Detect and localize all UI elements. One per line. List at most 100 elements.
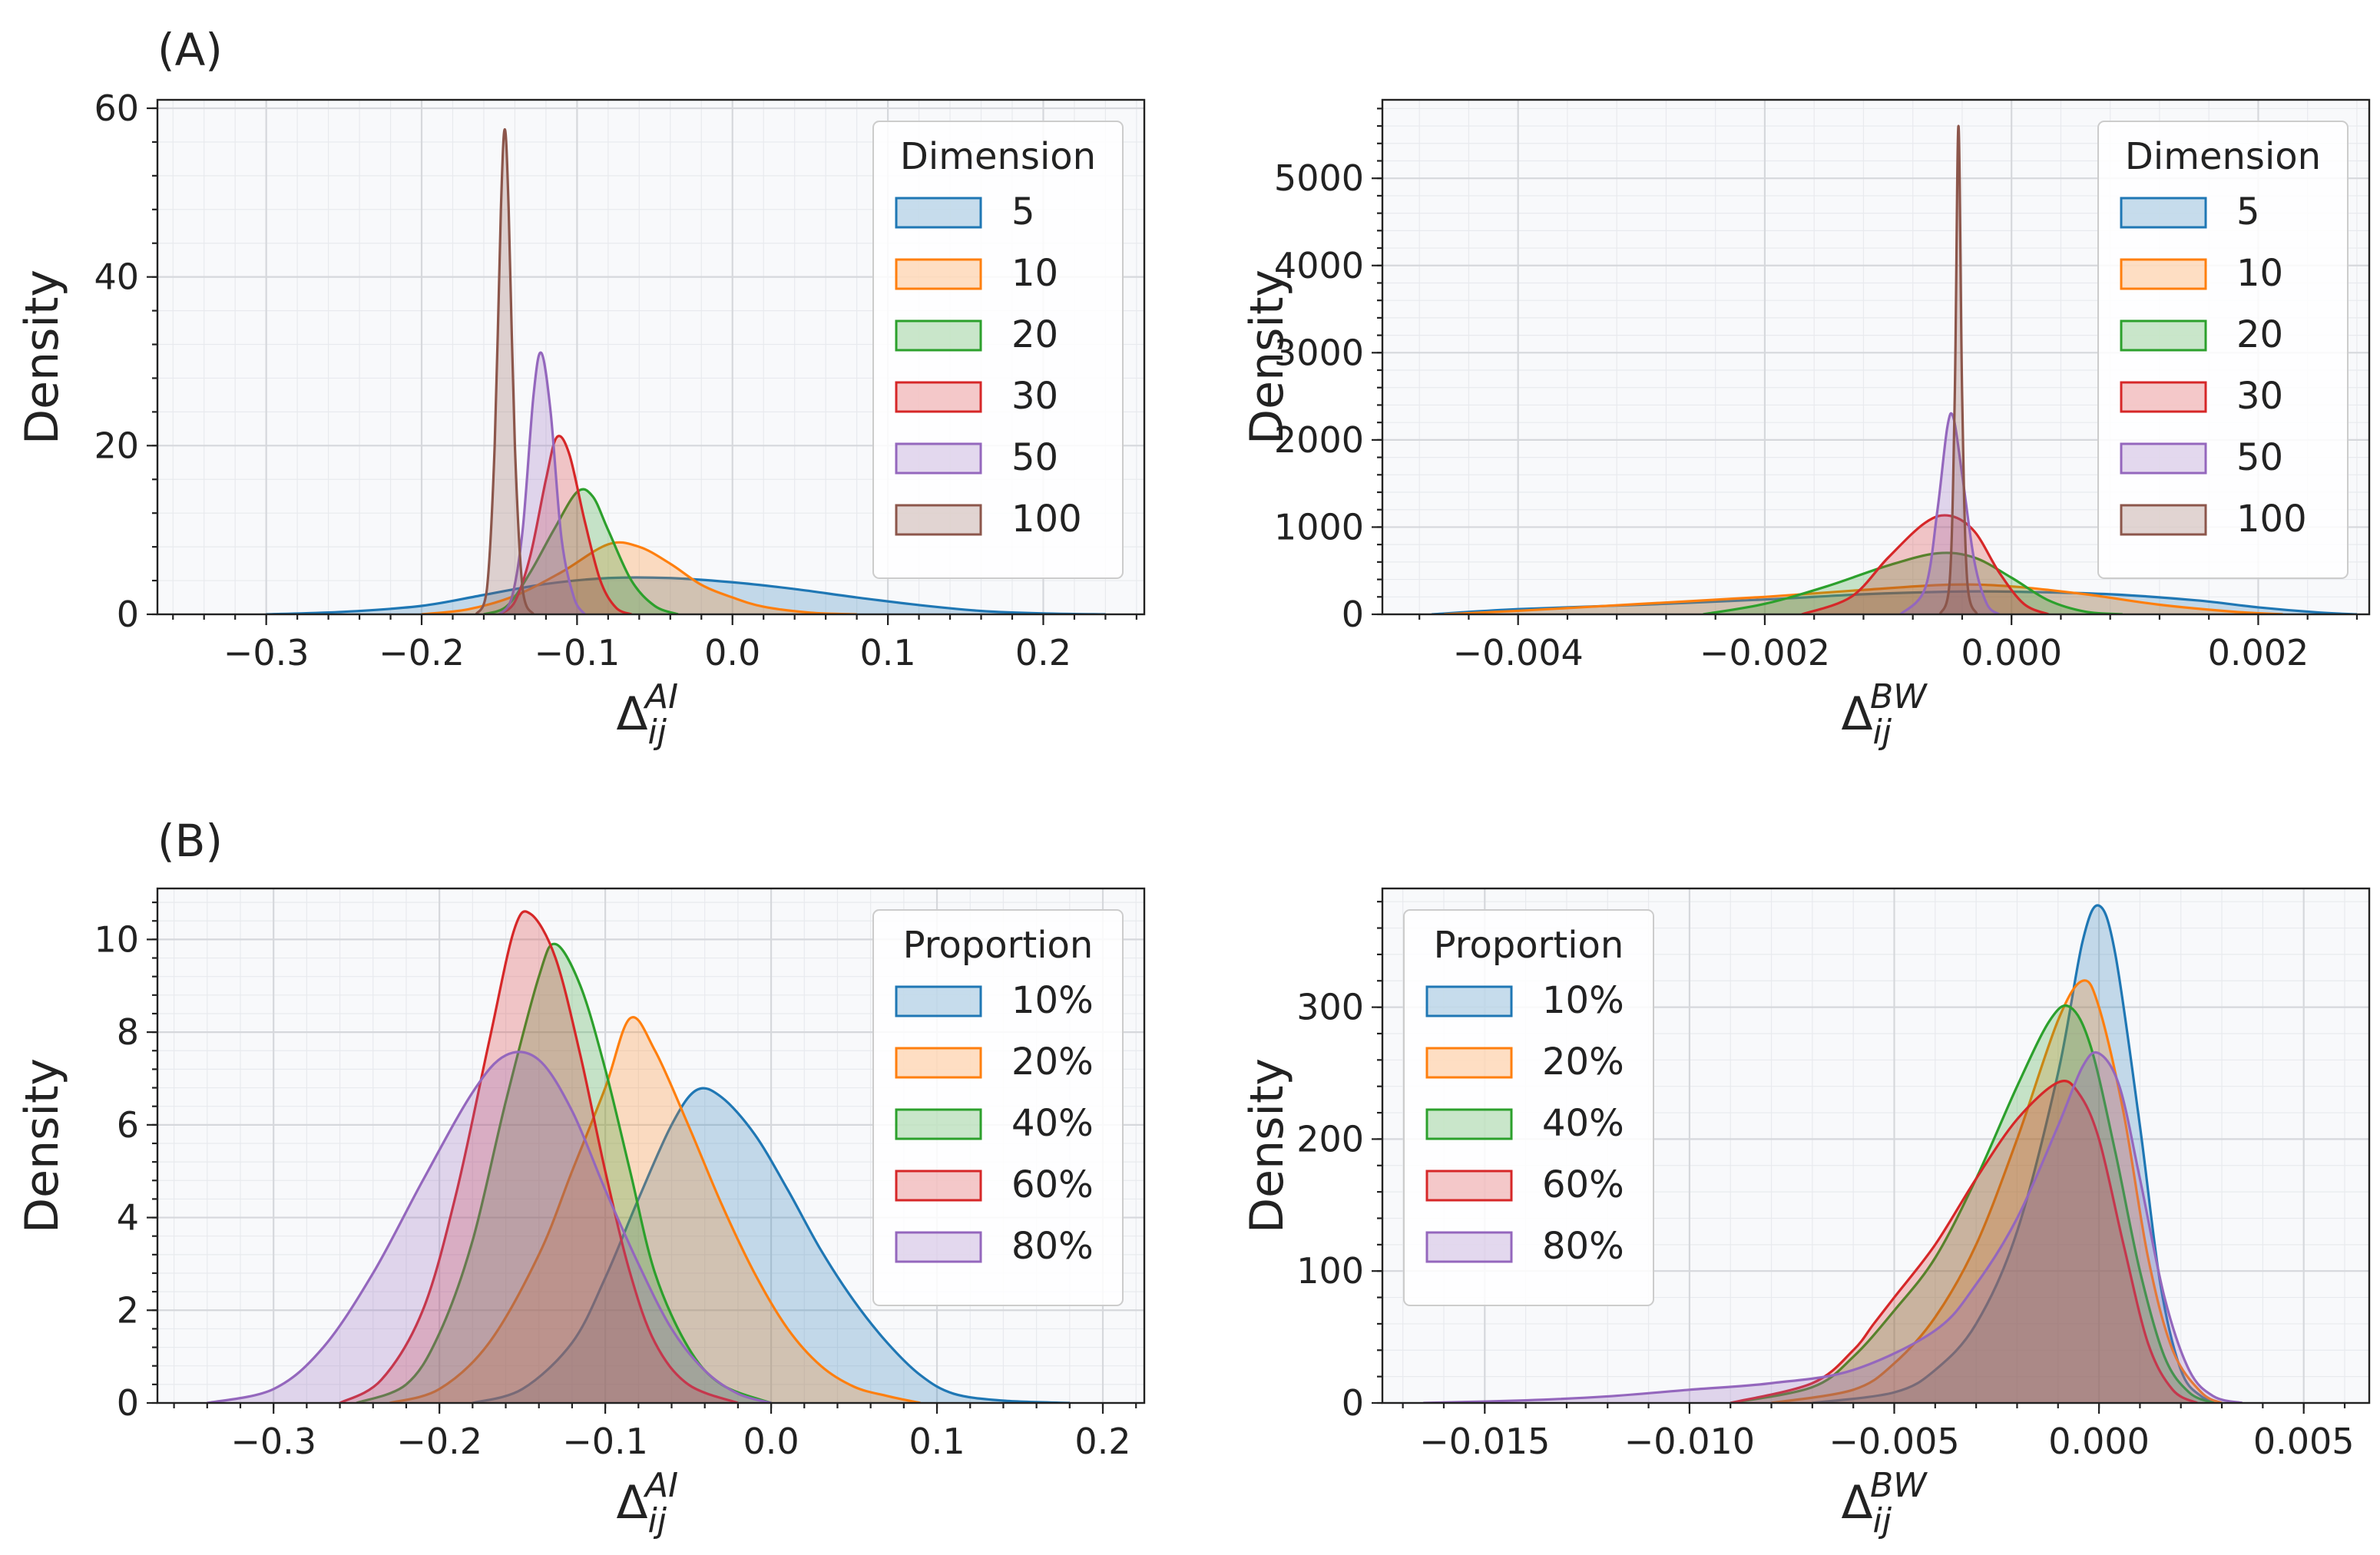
legend-swatch — [1425, 985, 1513, 1017]
legend-label: 20% — [1011, 1041, 1094, 1084]
kde-line-60% — [1730, 1079, 2198, 1403]
kde-line-80% — [207, 1050, 772, 1403]
x-tick-label: 0.1 — [860, 632, 916, 673]
legend-label: 50 — [2236, 436, 2283, 479]
legend: Proportion 10% 20% 40% 60% 80% — [1403, 909, 1654, 1306]
legend: Dimension 5 10 20 30 50 100 — [872, 121, 1124, 579]
legend-box — [1403, 909, 1654, 1306]
legend-swatch — [895, 381, 982, 413]
legend-label: 40% — [1542, 1102, 1624, 1145]
kde-line-20% — [1771, 979, 2223, 1403]
series-group — [207, 910, 1070, 1403]
legend-label: 60% — [1542, 1163, 1624, 1206]
legend-box — [872, 121, 1124, 579]
kde-line-30 — [1801, 514, 2050, 614]
x-tick-label: −0.005 — [1829, 1421, 1959, 1462]
kde-fill-10% — [472, 1088, 1070, 1403]
legend-swatch — [1425, 1170, 1513, 1202]
x-tick-label: 0.2 — [1015, 632, 1071, 673]
kde-line-20 — [1703, 551, 2123, 614]
x-tick-label: 0.0 — [704, 632, 760, 673]
y-tick-label: 2 — [117, 1289, 139, 1331]
legend-title: Dimension — [2125, 135, 2321, 178]
x-tick-label: −0.2 — [396, 1421, 482, 1462]
legend-label: 80% — [1011, 1225, 1094, 1268]
x-tick-label: −0.3 — [230, 1421, 316, 1462]
kde-fill-20% — [389, 1017, 921, 1403]
y-tick-label: 0 — [117, 1382, 139, 1424]
kde-line-100 — [1938, 124, 1978, 614]
legend-label: 10% — [1011, 979, 1094, 1022]
y-tick-label: 8 — [117, 1011, 139, 1053]
legend-swatch — [1425, 1108, 1513, 1140]
panel-label: (A) — [157, 24, 223, 76]
y-tick-label: 40 — [94, 256, 139, 298]
legend-label: 20% — [1542, 1041, 1624, 1084]
chart-B-right: −0.015 −0.010 −0.005 0.000 0.005 0 100 200 300 Δi… — [1240, 887, 2371, 1540]
legend-swatch — [2120, 319, 2207, 352]
y-axis-title: Density — [15, 1058, 69, 1233]
kde-fill-5 — [1432, 591, 2357, 614]
kde-line-80% — [1423, 1050, 2243, 1403]
x-tick-label: −0.3 — [223, 632, 309, 673]
legend-label: 60% — [1011, 1163, 1094, 1206]
legend-swatch — [2120, 504, 2207, 536]
y-tick-label: 0 — [1342, 1382, 1364, 1424]
y-tick-label: 3000 — [1274, 332, 1364, 373]
y-tick-label: 5000 — [1274, 157, 1364, 199]
x-tick-label: −0.010 — [1624, 1421, 1755, 1462]
kde-fill-40% — [356, 944, 772, 1403]
legend-label: 20 — [2236, 313, 2283, 356]
y-axis-title: Density — [15, 270, 69, 445]
legend-swatch — [895, 319, 982, 352]
legend-label: 50 — [1011, 436, 1058, 479]
x-axis-title: ΔijAI — [617, 1466, 679, 1540]
legend-title: Dimension — [900, 135, 1096, 178]
y-tick-label: 200 — [1296, 1118, 1364, 1160]
legend-label: 5 — [1011, 190, 1035, 233]
x-tick-label: −0.2 — [379, 632, 465, 673]
y-tick-label: 4 — [117, 1197, 139, 1239]
kde-fill-100 — [475, 129, 534, 614]
x-tick-label: 0.002 — [2208, 632, 2309, 673]
y-axis-title: Density — [1240, 1058, 1294, 1233]
kde-line-40% — [1730, 1004, 2215, 1403]
legend-label: 80% — [1542, 1225, 1624, 1268]
chart-A-left: (A) −0.3 −0.2 −0.1 0.0 0.1 0.2 0 20 40 60 ΔijAI Dens… — [15, 24, 1146, 752]
y-tick-label: 300 — [1296, 987, 1364, 1028]
x-tick-label: −0.1 — [562, 1421, 648, 1462]
legend: Proportion 10% 20% 40% 60% 80% — [872, 909, 1124, 1306]
kde-line-10% — [1812, 904, 2223, 1403]
legend-swatch — [895, 1047, 982, 1079]
kde-line-100 — [475, 127, 535, 614]
series-group — [1432, 124, 2358, 614]
kde-fill-60% — [339, 911, 738, 1403]
chart-A-right: −0.004 −0.002 0.000 0.002 0 1000 2000 3000 4000 5… — [1240, 98, 2371, 752]
x-tick-label: −0.002 — [1700, 632, 1830, 673]
legend: Dimension 5 10 20 30 50 100 — [2097, 121, 2349, 579]
panel-label: (B) — [157, 815, 223, 867]
kde-fill-30 — [499, 435, 632, 614]
legend-label: 20 — [1011, 313, 1058, 356]
axes-frame — [156, 98, 1146, 616]
x-axis-title: ΔijBW — [1842, 677, 1928, 752]
kde-line-10% — [472, 1087, 1070, 1403]
kde-fill-100 — [1940, 126, 1978, 614]
ticks — [1372, 108, 2358, 625]
chart-B-left: (B) −0.3 −0.2 −0.1 0.0 0.1 0.2 0 2 4 6 8 10 ΔijAI Dens… — [15, 815, 1146, 1540]
x-tick-label: −0.1 — [535, 632, 621, 673]
legend-label: 10 — [2236, 252, 2283, 295]
y-tick-label: 20 — [94, 425, 139, 466]
legend-swatch — [895, 985, 982, 1017]
kde-line-60% — [339, 910, 739, 1403]
series-group — [1423, 904, 2243, 1403]
kde-line-50 — [498, 351, 586, 614]
y-tick-label: 4000 — [1274, 245, 1364, 286]
y-tick-label: 0 — [1342, 594, 1364, 635]
legend-label: 100 — [2236, 498, 2307, 541]
kde-fill-60% — [1730, 1080, 2198, 1403]
legend-swatch — [2120, 258, 2207, 290]
ticks — [1372, 901, 2346, 1414]
legend-label: 10% — [1542, 979, 1624, 1022]
